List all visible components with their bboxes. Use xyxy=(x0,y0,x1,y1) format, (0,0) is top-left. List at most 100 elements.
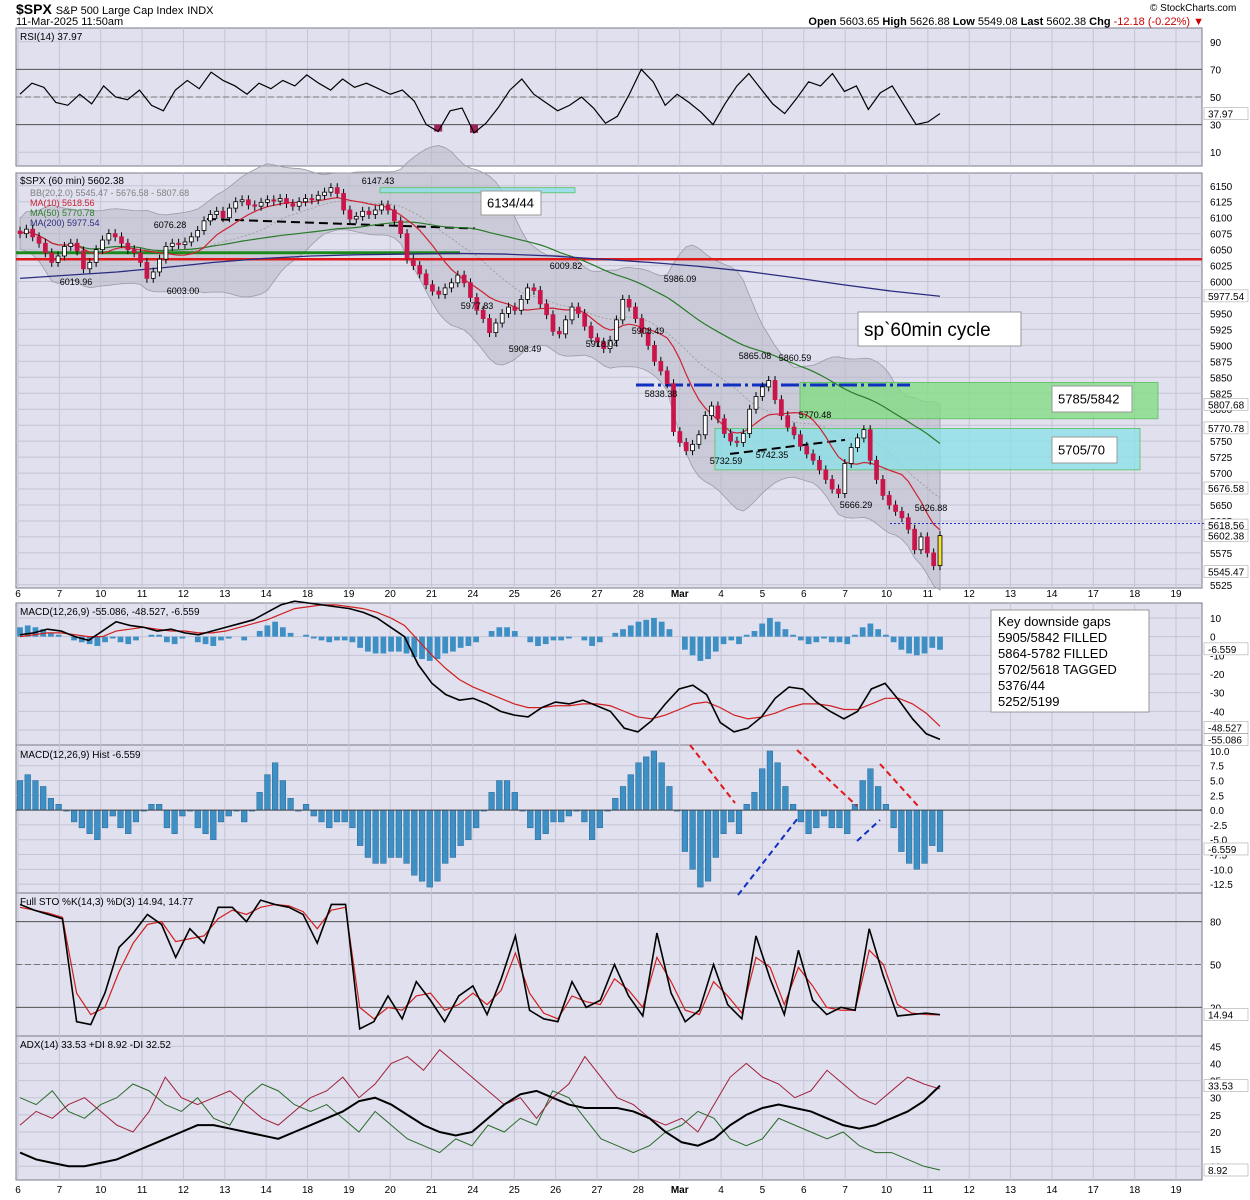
candle-body xyxy=(740,433,746,443)
price-annotation: 5986.09 xyxy=(664,274,697,284)
macd-hist-bar xyxy=(24,625,31,637)
hist-bar xyxy=(619,786,627,811)
rsi-tick-label: 30 xyxy=(1210,121,1222,132)
hist-tick-label: -12.5 xyxy=(1210,880,1233,891)
hist-bar xyxy=(697,809,704,888)
x-tick-label-bottom: Mar xyxy=(671,1185,689,1196)
candle-body xyxy=(322,191,327,196)
hist-bar xyxy=(465,809,472,840)
macd-hist-bar xyxy=(411,636,418,658)
adx-title: ADX(14) 33.53 +DI 8.92 -DI 32.52 xyxy=(20,1040,171,1051)
header-datetime: 11-Mar-2025 11:50am xyxy=(16,16,124,28)
price-annotation: 6076.28 xyxy=(154,220,187,230)
header-copyright[interactable]: © StockCharts.com xyxy=(1150,3,1237,14)
macd-hist-bar xyxy=(256,631,263,637)
macd-hist-bar xyxy=(365,636,371,652)
price-right-label: 5676.58 xyxy=(1208,484,1245,495)
candle-body xyxy=(474,297,480,311)
macd-hist-bar xyxy=(357,636,364,648)
candle-body xyxy=(734,440,740,443)
candle-body xyxy=(823,469,829,480)
price-tick-label: 5525 xyxy=(1210,581,1233,592)
candle-body xyxy=(633,306,638,319)
price-right-label: 5807.68 xyxy=(1208,400,1245,411)
hist-bar xyxy=(225,809,232,817)
hist-bar xyxy=(488,792,495,811)
candle-body xyxy=(461,274,467,284)
macd-gaps-box xyxy=(990,609,1150,713)
candle-body xyxy=(842,463,848,494)
macd-hist-bar xyxy=(473,636,480,643)
candle-body xyxy=(233,201,239,209)
hist-bar xyxy=(40,786,47,811)
candle-body xyxy=(74,242,80,252)
rsi-oversold-fill xyxy=(470,124,479,133)
hist-bar xyxy=(766,750,773,811)
candle-body xyxy=(296,201,302,207)
hist-bar xyxy=(16,780,24,811)
candle-body xyxy=(93,249,99,263)
hist-bar xyxy=(743,804,750,811)
candle-body xyxy=(639,318,645,334)
price-right-label-box xyxy=(1203,289,1249,303)
hist-bar xyxy=(333,809,341,823)
price-tick-label: 5650 xyxy=(1210,501,1233,512)
annotation-zone-cyan-box xyxy=(1051,436,1118,464)
hist-bar xyxy=(101,809,109,829)
ma10-line xyxy=(19,197,941,531)
candle-body xyxy=(201,220,207,231)
candle-body xyxy=(334,187,340,194)
hist-bar xyxy=(302,804,310,811)
x-tick-label-top: 12 xyxy=(964,589,976,600)
macd-hist-bar xyxy=(542,636,549,645)
macd-hist-bar xyxy=(759,623,766,637)
candle-body xyxy=(119,236,124,244)
hist-bar xyxy=(612,798,619,811)
hist-bar xyxy=(341,809,348,823)
macd-hist-bar xyxy=(426,636,433,661)
hist-trend-line xyxy=(856,819,881,842)
neckline-top xyxy=(206,217,476,230)
hist-right-label-box xyxy=(1203,842,1249,856)
macd-hist-bar xyxy=(310,636,317,639)
candle-body xyxy=(195,230,201,238)
hist-bar xyxy=(403,809,410,864)
plus-di-line xyxy=(19,1083,941,1171)
hist-tick-label: 10.0 xyxy=(1210,747,1230,758)
candle-body xyxy=(728,433,733,442)
price-annotation: 6003.00 xyxy=(167,286,200,296)
candle-body xyxy=(512,306,518,311)
macd-hist-bar xyxy=(635,621,642,637)
candle-body xyxy=(423,273,429,286)
candle-body xyxy=(899,510,905,519)
price-tick-label: 5925 xyxy=(1210,325,1233,336)
price-annotation: 6019.96 xyxy=(60,277,93,287)
macd-hist-bar xyxy=(419,636,425,660)
macd-hist-bar xyxy=(805,636,812,645)
hist-tick-label: 7.5 xyxy=(1210,762,1224,773)
candle-body xyxy=(588,325,594,339)
sto-right-label: 14.94 xyxy=(1208,1011,1233,1022)
candle-body xyxy=(677,431,683,443)
adx-right-label-box xyxy=(1203,1079,1249,1092)
macd-hist-bar xyxy=(620,629,626,637)
hist-bar xyxy=(782,786,789,811)
adx-right-label: 8.92 xyxy=(1208,1166,1228,1177)
x-tick-label-bottom: 6 xyxy=(801,1185,807,1196)
price-tick-label: 6125 xyxy=(1210,198,1233,209)
macd-tick-label: 10 xyxy=(1210,614,1222,625)
price-legend-item: MA(200) 5977.54 xyxy=(30,218,100,228)
macd-hist-bar xyxy=(457,636,464,648)
hist-tick-label: -7.5 xyxy=(1210,851,1228,862)
hist-bar xyxy=(805,809,812,834)
candle-body xyxy=(893,504,898,512)
gaps-box-line: Key downside gaps xyxy=(998,614,1111,629)
price-tick-label: 5875 xyxy=(1210,357,1233,368)
candle-body xyxy=(531,287,537,291)
hist-bar xyxy=(163,809,170,829)
macd-right-label-box xyxy=(1203,642,1249,656)
hist-bar xyxy=(194,809,201,829)
candle-body xyxy=(303,198,308,203)
price-tick-label: 5750 xyxy=(1210,437,1233,448)
macd-hist-bar xyxy=(790,634,796,637)
